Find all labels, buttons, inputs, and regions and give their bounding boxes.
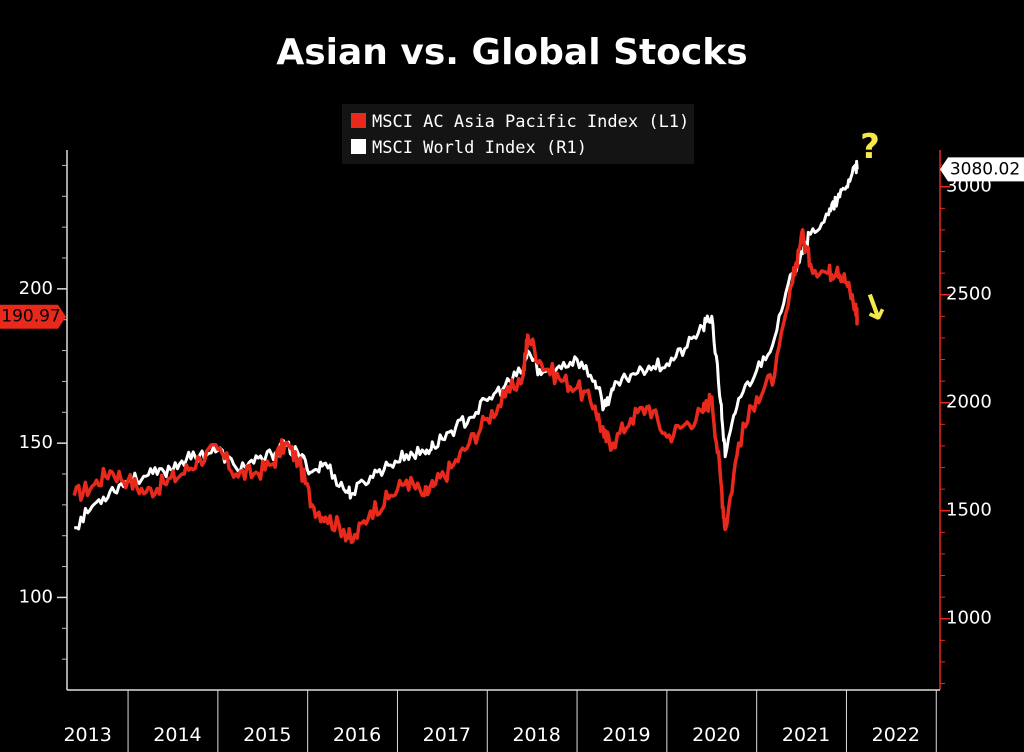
- legend: MSCI AC Asia Pacific Index (L1) MSCI Wor…: [342, 104, 694, 164]
- x-tick-label-2017: 2017: [423, 724, 471, 746]
- x-tick-label-2016: 2016: [333, 724, 381, 746]
- x-tick-label-2021: 2021: [782, 724, 830, 746]
- x-tick-label-2020: 2020: [692, 724, 740, 746]
- left-last-value-badge: 190.97: [0, 304, 66, 329]
- left-tick-label-100: 100: [19, 586, 53, 607]
- chart-title: Asian vs. Global Stocks: [276, 32, 747, 73]
- legend-swatch-asia: [351, 113, 366, 128]
- legend-swatch-world: [351, 139, 366, 154]
- right-axis-minor-ticks: [940, 164, 945, 685]
- x-tick-label-2014: 2014: [153, 724, 201, 746]
- left-last-value-shape: [0, 304, 66, 329]
- x-axis-ticks: 2013 2014 2015 2016 2017 2018 2019 2020 …: [63, 690, 937, 752]
- x-tick-label-2022: 2022: [872, 724, 920, 746]
- left-last-value-label: 190.97: [1, 307, 60, 327]
- right-tick-label-1000: 1000: [946, 608, 992, 629]
- x-tick-label-2013: 2013: [63, 724, 111, 746]
- left-axis-minor-ticks: [62, 164, 67, 660]
- right-tick-label-2500: 2500: [946, 284, 992, 305]
- right-last-value-badge: 3080.02: [940, 157, 1024, 182]
- x-tick-label-2018: 2018: [512, 724, 560, 746]
- legend-label-asia: MSCI AC Asia Pacific Index (L1): [372, 112, 689, 132]
- annotation-question-mark: ?: [860, 127, 880, 167]
- left-axis-ticks: 100 150 200: [19, 278, 67, 607]
- series-line-msci-asia-pacific: [72, 228, 859, 544]
- right-last-value-label: 3080.02: [950, 159, 1020, 179]
- x-tick-label-2015: 2015: [243, 724, 291, 746]
- left-tick-label-200: 200: [19, 278, 53, 299]
- right-last-value-shape: [940, 157, 1024, 182]
- x-tick-label-2019: 2019: [602, 724, 650, 746]
- left-tick-label-150: 150: [19, 432, 53, 453]
- right-tick-label-2000: 2000: [946, 392, 992, 413]
- legend-label-world: MSCI World Index (R1): [372, 138, 587, 158]
- legend-box: [342, 104, 694, 164]
- series-line-msci-world: [73, 159, 859, 531]
- right-tick-label-1500: 1500: [946, 500, 992, 521]
